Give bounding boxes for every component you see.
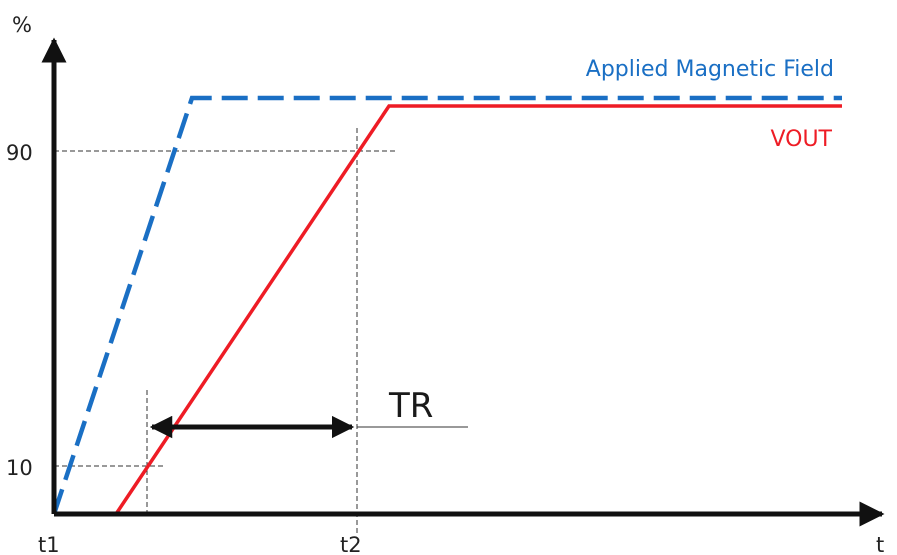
x-axis-label: t xyxy=(876,533,884,555)
x-tick-t2: t2 xyxy=(340,533,362,555)
tr-label: TR xyxy=(388,386,433,426)
applied-field-label: Applied Magnetic Field xyxy=(586,57,834,82)
vout-trace xyxy=(114,104,842,515)
vout-label: VOUT xyxy=(770,127,832,152)
applied-field-trace xyxy=(51,95,842,515)
y-tick-10: 10 xyxy=(6,456,33,480)
y-tick-90: 90 xyxy=(6,141,33,165)
guide-lines xyxy=(54,128,398,534)
y-axis-label: % xyxy=(12,13,32,37)
x-tick-t1: t1 xyxy=(38,533,60,555)
